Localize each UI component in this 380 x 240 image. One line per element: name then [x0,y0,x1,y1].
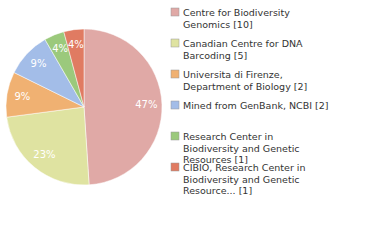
pie [6,29,162,185]
data-label: 9% [31,58,47,69]
data-label: 4% [52,43,68,54]
legend-label: Canadian Centre for DNABarcoding [5] [183,38,303,61]
legend-swatch [171,70,179,78]
legend-swatch [171,8,179,16]
pie-slice [7,107,89,185]
legend-swatch [171,39,179,47]
data-label: 4% [68,39,84,50]
legend-label: Research Center inBiodiversity and Genet… [183,131,300,165]
pie-slice [64,29,84,107]
data-label: 47% [135,99,157,110]
legend: Centre for BiodiversityGenomics [10] Cana… [171,7,329,196]
legend-label: Universita di Firenze,Department of Biol… [183,69,307,92]
data-label: 23% [33,149,55,160]
legend-swatch [171,132,179,140]
legend-label: Mined from GenBank, NCBI [2] [183,100,329,111]
legend-swatch [171,101,179,109]
legend-label: CIBIO, Research Center inBiodiversity an… [183,162,306,196]
legend-label: Centre for BiodiversityGenomics [10] [183,7,290,30]
chart: 47% 23% 9% 9% 4%4% Centre for BiodiversityGen… [0,0,380,240]
data-label: 9% [14,91,30,102]
data-labels: 47% 23% 9% 9% 4%4% [14,39,157,160]
legend-swatch [171,163,179,171]
pie-slice [84,29,162,185]
